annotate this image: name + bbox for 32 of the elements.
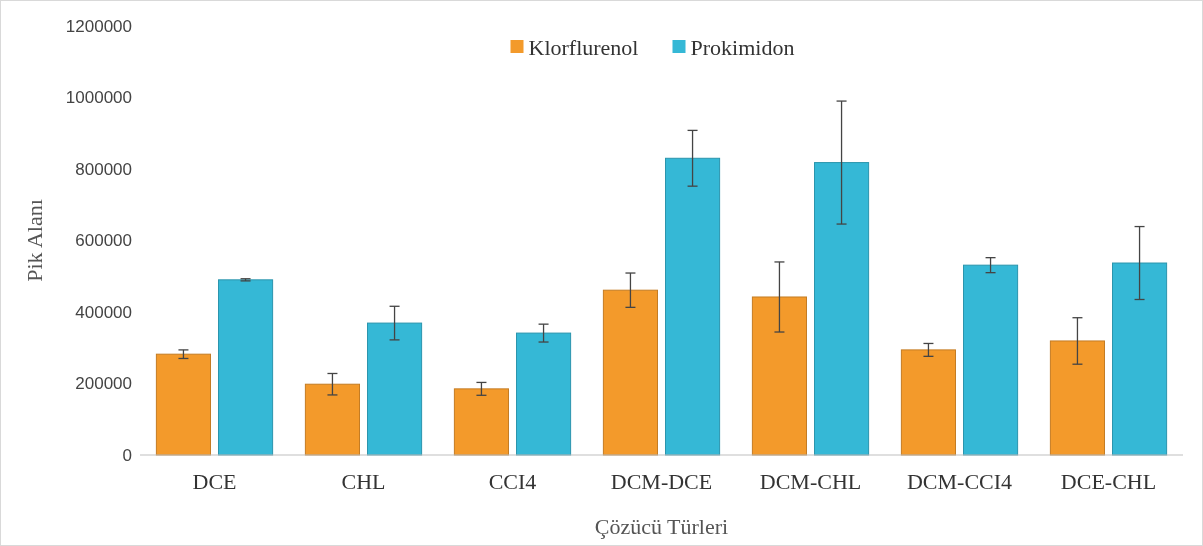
bar (963, 264, 1019, 456)
x-tick-label: CHL (341, 469, 386, 494)
bar (751, 296, 807, 456)
bar (304, 383, 360, 456)
legend-label: Klorflurenol (528, 34, 639, 60)
y-tick-label: 1200000 (65, 16, 132, 36)
y-tick-label: 1000000 (65, 88, 132, 108)
bar (814, 162, 870, 456)
bar (900, 349, 956, 456)
x-tick-label: DCE-CHL (1060, 469, 1157, 494)
x-tick-label: DCM-CHL (759, 469, 862, 494)
y-tick-label: 400000 (75, 302, 132, 322)
x-axis-title: Çözücü Türleri (594, 514, 729, 539)
x-tick-label: CCI4 (488, 469, 537, 494)
bar (367, 322, 423, 456)
bar (453, 388, 509, 456)
bar (1049, 340, 1105, 456)
y-axis-title: Pik Alanı (22, 199, 47, 282)
x-tick-label: DCM-DCE (610, 469, 713, 494)
y-tick-label: 800000 (75, 159, 132, 179)
legend-label: Prokimidon (690, 34, 795, 60)
y-tick-label: 0 (122, 445, 132, 465)
bar (602, 289, 658, 456)
y-tick-label: 200000 (75, 374, 132, 394)
bar (1112, 262, 1168, 456)
bar (516, 332, 572, 456)
x-tick-label: DCE (192, 469, 237, 494)
x-tick-label: DCM-CCI4 (906, 469, 1013, 494)
bar (665, 157, 721, 456)
y-tick-label: 600000 (75, 231, 132, 251)
bar (155, 353, 211, 456)
bar (218, 279, 274, 456)
